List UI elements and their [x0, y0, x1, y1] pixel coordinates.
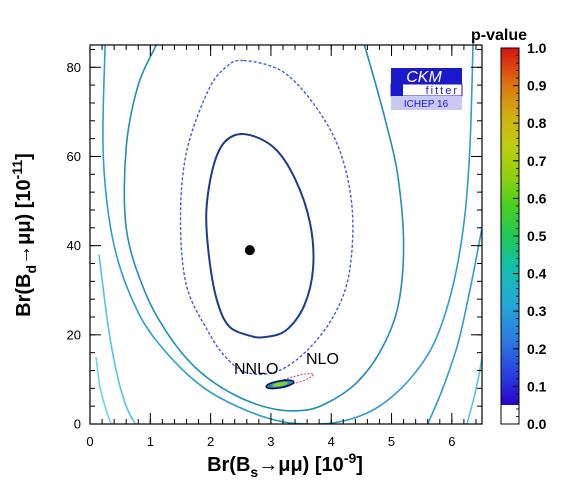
p-value-contour-2 — [98, 254, 136, 424]
colorbar-tick-label: 0.7 — [527, 153, 547, 169]
logo-fitter: fitter — [426, 85, 459, 97]
best-fit-point — [244, 245, 255, 256]
ckmfitter-logo: CKM fitter ICHEP 16 — [390, 68, 463, 110]
confidence-contours — [179, 59, 354, 376]
plot-frame — [89, 44, 483, 425]
colorbar-tick-label: 0.4 — [527, 266, 547, 282]
theory-predictions: NNLO NLO — [234, 351, 339, 390]
y-axis-label: Br(Bd→μμ) [10-11] — [9, 153, 39, 317]
colorbar-ticks: 0.0 0.1 0.2 0.3 0.4 0.5 0.6 0.7 0.8 0.9 1.0 — [513, 40, 547, 432]
p-value-contour-5 — [466, 356, 482, 424]
confidence-contour-1sigma — [205, 132, 315, 339]
logo-ckm: CKM — [406, 69, 442, 86]
axis-ticks — [89, 45, 482, 425]
colorbar-tick-label: 1.0 — [527, 40, 547, 56]
nnlo-label: NNLO — [234, 361, 278, 378]
p-value-contour-3 — [95, 356, 112, 424]
colorbar-tick-label: 0.2 — [527, 341, 547, 357]
p-value-contour-4 — [426, 227, 482, 424]
p-value-contour-0 — [123, 45, 405, 412]
logo-event: ICHEP 16 — [404, 99, 449, 110]
x-tick-label: 0 — [86, 434, 93, 449]
x-tick-label: 1 — [147, 434, 154, 449]
colorbar-tick-label: 0.9 — [527, 78, 547, 94]
y-tick-labels: 0 20 40 60 80 — [67, 60, 81, 432]
y-tick-label: 80 — [67, 60, 81, 75]
colorbar-tick-label: 0.0 — [527, 416, 547, 432]
y-tick-label: 0 — [74, 417, 81, 432]
x-tick-label: 6 — [448, 434, 455, 449]
contour-lines — [95, 45, 482, 424]
x-axis-label: Br(Bs→μμ) [10-9] — [207, 450, 363, 480]
nlo-label: NLO — [306, 351, 339, 368]
colorbar-tick-label: 0.3 — [527, 303, 547, 319]
colorbar-tick-label: 0.1 — [527, 378, 547, 394]
x-tick-label: 4 — [328, 434, 335, 449]
nnlo-prediction-inner — [272, 382, 288, 387]
colorbar-title: p-value — [471, 27, 527, 44]
x-tick-label: 2 — [207, 434, 214, 449]
colorbar-tick-label: 0.8 — [527, 115, 547, 131]
colorbar-tick-label: 0.5 — [527, 228, 547, 244]
y-tick-label: 60 — [67, 149, 81, 164]
confidence-contour-2sigma — [179, 59, 354, 376]
x-tick-labels: 0 1 2 3 4 5 6 — [86, 434, 455, 449]
p-value-contour-1 — [102, 45, 474, 424]
y-tick-label: 40 — [67, 238, 81, 253]
x-tick-label: 3 — [267, 434, 274, 449]
nlo-prediction-ellipse — [274, 373, 314, 387]
y-tick-label: 20 — [67, 327, 81, 342]
colorbar-tick-label: 0.6 — [527, 190, 547, 206]
x-tick-label: 5 — [388, 434, 395, 449]
